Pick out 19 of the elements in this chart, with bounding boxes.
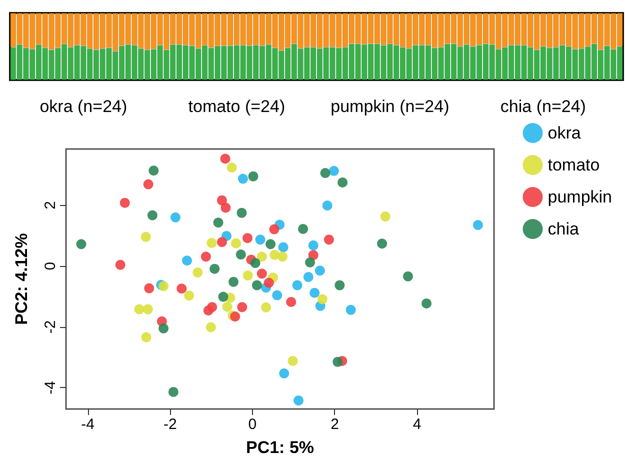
x-tick-label: -4 [81,416,94,433]
y-tick-label: 2 [42,201,59,210]
y-axis-title: PC2: 4.12% [12,233,31,325]
x-tick-label: 4 [412,416,422,433]
x-axis-title: PC1: 5% [246,438,314,457]
x-tick-label: chia (n=24) [500,97,586,116]
x-tick-label: tomato (=24) [188,97,286,116]
x-tick-label: pumpkin (n=24) [330,97,450,116]
legend-label: okra [548,124,582,142]
legend-label: pumpkin [548,188,612,206]
x-tick-label: -2 [163,416,177,433]
legend-label: chia [548,220,580,238]
x-tick-label: 0 [248,416,257,433]
legend-label: tomato [548,156,600,174]
x-tick-label: okra (n=24) [40,97,128,116]
y-tick-label: 0 [42,262,59,270]
y-tick-label: -4 [42,381,59,394]
y-tick-label: -2 [42,320,59,334]
x-tick-label: 2 [330,416,339,433]
